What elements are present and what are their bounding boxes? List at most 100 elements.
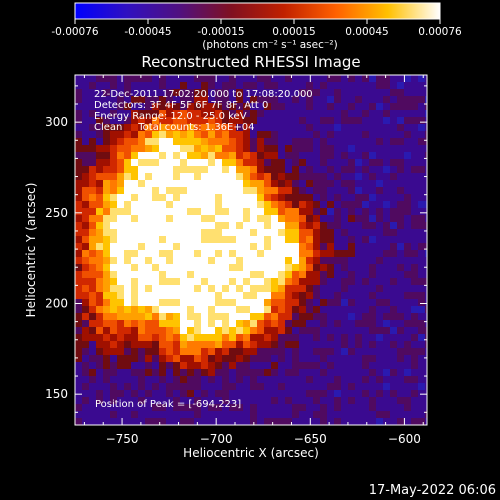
heatmap-cell [390, 229, 398, 237]
heatmap-cell [243, 320, 251, 328]
heatmap-cell [82, 397, 90, 405]
heatmap-cell [194, 187, 202, 195]
heatmap-cell [96, 341, 104, 349]
heatmap-cell [152, 236, 160, 244]
heatmap-cell [215, 306, 223, 314]
heatmap-cell [369, 320, 377, 328]
heatmap-cell [124, 159, 132, 167]
heatmap-cell [313, 208, 321, 216]
heatmap-cell [194, 110, 202, 118]
heatmap-cell [257, 257, 265, 265]
heatmap-cell [75, 96, 83, 104]
heatmap-cell [390, 194, 398, 202]
heatmap-cell [159, 271, 167, 279]
heatmap-cell [215, 243, 223, 251]
heatmap-cell [152, 229, 160, 237]
heatmap-cell [418, 376, 426, 384]
heatmap-cell [285, 418, 293, 425]
heatmap-cell [229, 404, 237, 412]
heatmap-cell [383, 215, 391, 223]
heatmap-cell [411, 404, 419, 412]
heatmap-cell [306, 117, 314, 125]
heatmap-cell [131, 110, 139, 118]
heatmap-cell [271, 215, 279, 223]
heatmap-cell [75, 180, 83, 188]
heatmap-cell [75, 404, 83, 412]
heatmap-cell [425, 166, 427, 174]
heatmap-cell [82, 159, 90, 167]
heatmap-cell [327, 89, 335, 97]
heatmap-cell [159, 327, 167, 335]
heatmap-cell [138, 103, 146, 111]
heatmap-cell [306, 180, 314, 188]
heatmap-cell [96, 418, 104, 425]
heatmap-cell [292, 138, 300, 146]
heatmap-cell [362, 236, 370, 244]
heatmap-cell [425, 236, 427, 244]
heatmap-cell [222, 131, 230, 139]
heatmap-cell [166, 369, 174, 377]
heatmap-cell [383, 355, 391, 363]
heatmap-cell [334, 250, 342, 258]
heatmap-cell [229, 278, 237, 286]
heatmap-cell [201, 348, 209, 356]
heatmap-cell [355, 334, 363, 342]
heatmap-cell [327, 376, 335, 384]
heatmap-cell [362, 131, 370, 139]
heatmap-cell [229, 313, 237, 321]
heatmap-cell [383, 418, 391, 425]
heatmap-cell [96, 166, 104, 174]
heatmap-cell [313, 145, 321, 153]
heatmap-cell [376, 131, 384, 139]
heatmap-cell [355, 194, 363, 202]
heatmap-cell [180, 243, 188, 251]
heatmap-cell [327, 194, 335, 202]
heatmap-cell [138, 229, 146, 237]
annotation-peak: Position of Peak = [-694,223] [95, 399, 241, 410]
heatmap-cell [131, 257, 139, 265]
heatmap-cell [180, 369, 188, 377]
heatmap-cell [341, 418, 349, 425]
heatmap-cell [75, 348, 83, 356]
heatmap-cell [229, 208, 237, 216]
heatmap-cell [278, 390, 286, 398]
heatmap-cell [159, 208, 167, 216]
heatmap-cell [152, 376, 160, 384]
heatmap-cell [320, 187, 328, 195]
heatmap-cell [348, 243, 356, 251]
heatmap-cell [257, 341, 265, 349]
heatmap-cell [327, 264, 335, 272]
heatmap-cell [89, 187, 97, 195]
heatmap-cell [320, 110, 328, 118]
heatmap-cell [208, 103, 216, 111]
heatmap-cell [229, 152, 237, 160]
heatmap-cell [75, 292, 83, 300]
heatmap-cell [348, 383, 356, 391]
heatmap-cell [418, 404, 426, 412]
heatmap-cell [82, 131, 90, 139]
heatmap-cell [355, 313, 363, 321]
heatmap-cell [306, 103, 314, 111]
heatmap-cell [243, 180, 251, 188]
heatmap-cell [341, 257, 349, 265]
heatmap-cell [348, 278, 356, 286]
heatmap-cell [250, 376, 258, 384]
heatmap-cell [278, 159, 286, 167]
heatmap-cell [313, 285, 321, 293]
heatmap-cell [299, 117, 307, 125]
heatmap-cell [159, 397, 167, 405]
heatmap-cell [257, 383, 265, 391]
heatmap-cell [166, 96, 174, 104]
heatmap-cell [222, 194, 230, 202]
heatmap-cell [271, 222, 279, 230]
heatmap-cell [320, 397, 328, 405]
heatmap-cell [383, 397, 391, 405]
heatmap-cell [411, 215, 419, 223]
heatmap-cell [145, 124, 153, 132]
heatmap-cell [320, 236, 328, 244]
heatmap-cell [138, 348, 146, 356]
heatmap-cell [138, 187, 146, 195]
heatmap-cell [89, 285, 97, 293]
heatmap-cell [425, 138, 427, 146]
heatmap-cell [369, 117, 377, 125]
